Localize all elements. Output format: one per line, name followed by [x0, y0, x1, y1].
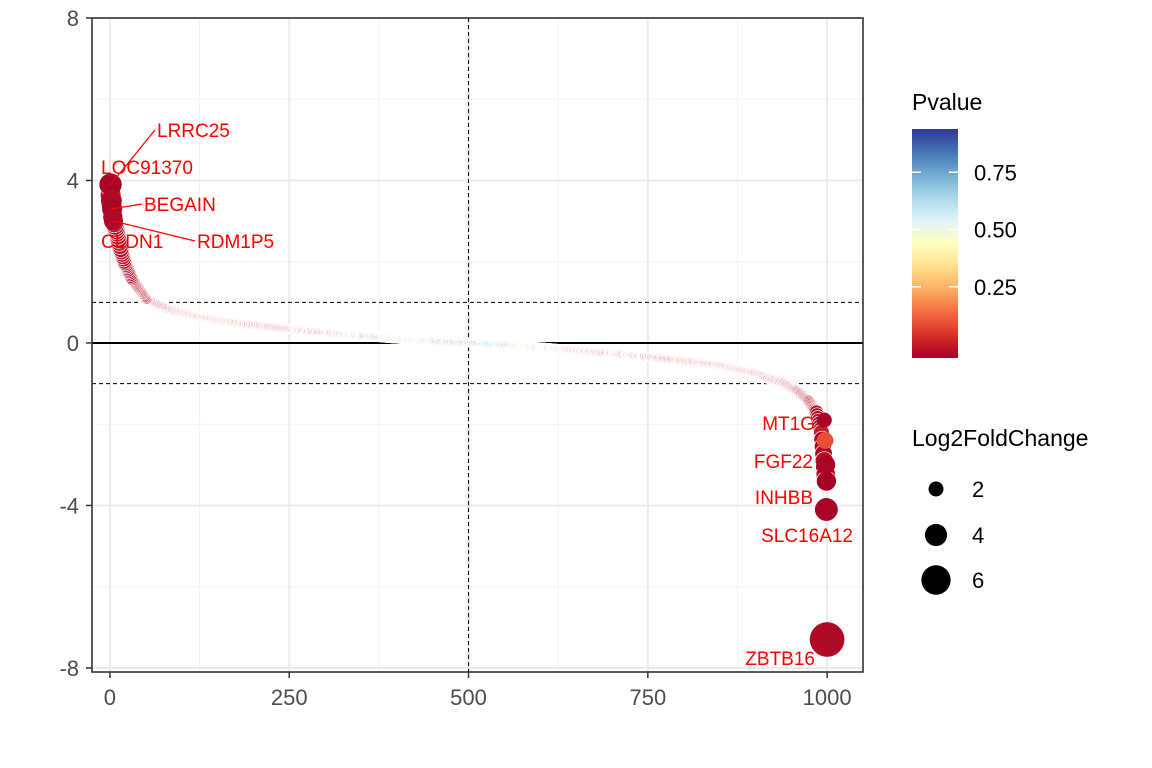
gene-label: ZBTB16: [745, 649, 815, 670]
size-legend-label: 2: [972, 477, 984, 502]
y-tick-label: -4: [59, 493, 79, 518]
gene-label: RDM1P5: [197, 232, 274, 253]
highlighted-point: [816, 455, 836, 475]
gene-label: CLDN1: [101, 232, 163, 253]
label-connector: [110, 129, 156, 185]
size-legend-key: [928, 481, 944, 497]
x-tick-label: 750: [629, 685, 666, 710]
highlighted-point: [816, 412, 832, 428]
gene-label: LOC91370: [101, 158, 193, 179]
color-bar: [912, 129, 958, 358]
size-legend-key: [924, 523, 948, 547]
label-connector: [112, 203, 143, 210]
y-tick-label: 8: [67, 6, 79, 31]
x-tick-label: 500: [450, 685, 487, 710]
gene-label: BEGAIN: [144, 195, 216, 216]
data-points: [98, 173, 845, 657]
y-tick-label: 4: [67, 168, 79, 193]
highlighted-point: [814, 498, 838, 521]
axes: 0 250 500 750 1000 -8 -4 0 4 8: [59, 6, 864, 710]
color-legend-label: 0.75: [974, 160, 1017, 185]
gene-label: SLC16A12: [761, 526, 853, 547]
gene-label: LRRC25: [157, 121, 230, 142]
gene-label: FGF22: [754, 452, 813, 473]
y-tick-label: 0: [67, 331, 79, 356]
x-tick-label: 1000: [803, 685, 852, 710]
color-legend-label: 0.25: [974, 275, 1017, 300]
gene-label: MT1G: [762, 414, 815, 435]
panel-border: [91, 17, 864, 673]
y-tick-label: -8: [59, 656, 79, 681]
label-connector: [113, 220, 196, 242]
size-legend-label: 6: [972, 568, 984, 593]
color-legend-title: Pvalue: [912, 89, 982, 115]
x-tick-label: 0: [104, 685, 116, 710]
gene-labels: LRRC25 LOC91370 BEGAIN CLDN1 RDM1P5 MT1G FGF22…: [101, 121, 853, 670]
highlighted-point: [809, 622, 845, 657]
size-legend-title: Log2FoldChange: [912, 425, 1088, 451]
gene-label: INHBB: [755, 488, 813, 509]
highlighted-point: [816, 432, 834, 449]
size-legend-label: 4: [972, 523, 984, 548]
legend: Pvalue 0.75 0.50 0.25 Log2FoldChange 2 4 6: [912, 89, 1088, 595]
grid-layer: [92, 17, 863, 672]
x-tick-label: 250: [271, 685, 308, 710]
color-legend-label: 0.50: [974, 218, 1017, 243]
size-legend-key: [921, 565, 951, 595]
